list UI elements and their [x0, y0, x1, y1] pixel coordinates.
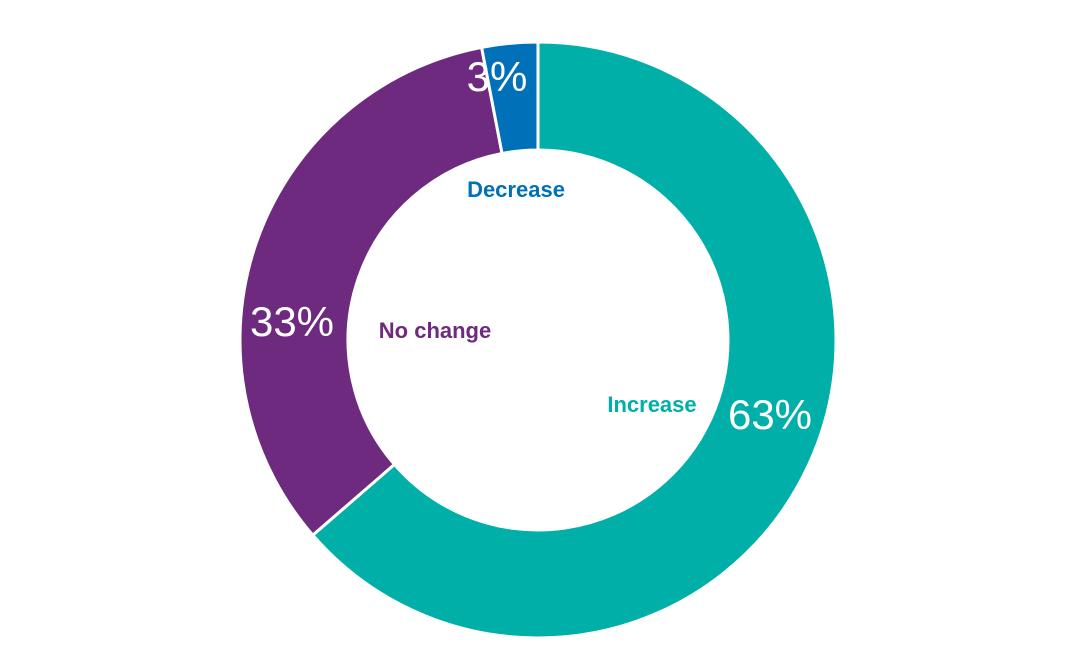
- donut-slice: [310, 40, 838, 640]
- donut-slice: [238, 45, 504, 538]
- category-label: Increase: [607, 392, 696, 417]
- donut-slice: [479, 40, 540, 156]
- value-label: 33%: [250, 298, 334, 345]
- value-label: 3%: [467, 53, 528, 100]
- category-label: Decrease: [467, 177, 565, 202]
- value-label: 63%: [728, 391, 812, 438]
- category-label: No change: [379, 318, 491, 343]
